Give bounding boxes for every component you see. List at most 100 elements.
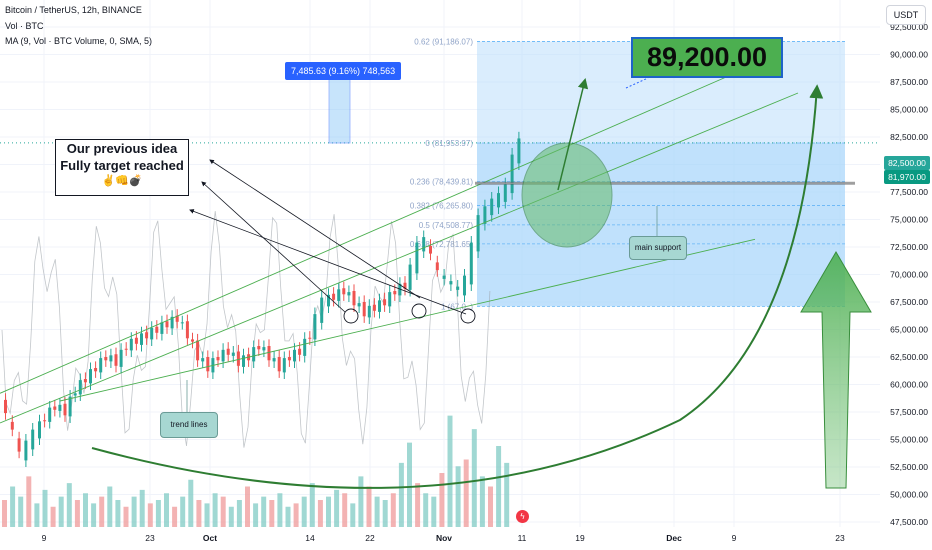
volume-bar: [10, 486, 16, 527]
flash-icon[interactable]: ϟ: [516, 510, 529, 523]
projection-curve: [91, 84, 824, 489]
volume-bar: [253, 503, 259, 527]
volume-bar: [115, 500, 121, 527]
candle-body: [403, 282, 407, 289]
ma-indicator-label[interactable]: MA (9, Vol · BTC Volume, 0, SMA, 5): [5, 36, 153, 46]
candle-body: [517, 138, 521, 164]
volume-bar: [455, 466, 461, 527]
volume-bar: [358, 476, 364, 527]
volume-bar: [26, 476, 32, 527]
trendline-3: [59, 238, 756, 402]
idea-arrow-2: [201, 181, 346, 313]
candle-body: [490, 198, 494, 216]
volume-bar: [245, 486, 250, 527]
volume-bar: [463, 459, 469, 527]
candle-body: [134, 337, 138, 344]
volume-bar: [188, 479, 194, 527]
volume-bar: [220, 496, 226, 527]
candle-body: [53, 406, 57, 410]
currency-button[interactable]: USDT: [886, 5, 926, 25]
price-tick-label-12: 62,500.00: [890, 352, 928, 362]
time-tick-label-8: Dec: [666, 533, 682, 543]
candle-body: [160, 322, 164, 334]
fib-level-label-6: 1 (67,0..): [441, 302, 473, 311]
volume-bar: [277, 493, 283, 527]
volume-bar: [390, 493, 396, 527]
fib-level-label-1: 0 (81,953.97): [425, 139, 473, 148]
candle-body: [89, 369, 92, 384]
candlestick-series: [4, 131, 521, 467]
measure-label[interactable]: 7,485.63 (9.16%) 748,563: [285, 62, 402, 80]
volume-bar: [269, 500, 275, 527]
candle-body: [43, 420, 47, 422]
candle-body: [185, 321, 189, 339]
volume-bar: [74, 500, 80, 527]
trend-lines-callout[interactable]: trend lines: [160, 412, 218, 438]
price-axis-bg: [880, 0, 932, 550]
candle-body: [463, 275, 466, 296]
volume-bar: [42, 489, 48, 527]
candle-body: [73, 393, 77, 396]
idea-line-2: Fully target reached: [60, 158, 184, 173]
time-tick-label-0: 9: [42, 533, 47, 543]
volume-bars: [2, 415, 510, 527]
candle-body: [342, 288, 346, 295]
candle-body: [170, 316, 174, 329]
candle-body: [388, 292, 392, 307]
volume-bar: [212, 493, 218, 527]
volume-bar: [447, 415, 453, 527]
volume-bar: [439, 473, 445, 527]
volume-bar: [479, 476, 485, 527]
candle-body: [308, 337, 312, 339]
volume-bar: [423, 493, 429, 527]
candle-body: [320, 297, 324, 323]
volume-bar: [172, 506, 178, 527]
fib-level-label-5: 0.618 (72,781.65): [410, 240, 473, 249]
volume-bar: [83, 493, 88, 527]
candle-body: [17, 438, 21, 452]
candle-body: [476, 215, 480, 252]
candle-body: [129, 338, 133, 351]
candle-body: [337, 289, 341, 301]
candle-body: [456, 286, 460, 290]
candle-body: [124, 348, 128, 350]
main-support-callout[interactable]: main support: [629, 236, 687, 260]
time-tick-label-3: 14: [305, 533, 315, 543]
target-circle: [521, 142, 613, 248]
candle-body: [422, 237, 426, 252]
candle-body: [398, 283, 402, 296]
candle-body: [332, 293, 336, 300]
previous-idea-note[interactable]: Our previous idea Fully target reached ✌…: [55, 139, 189, 196]
volume-ma-line: [1, 211, 491, 448]
volume-bar: [398, 462, 404, 527]
candle-body: [140, 333, 143, 345]
candle-body: [372, 304, 376, 311]
candle-body: [175, 315, 179, 322]
candle-body: [165, 321, 169, 328]
time-tick-label-10: 23: [835, 533, 845, 543]
volume-indicator-label[interactable]: Vol · BTC: [5, 21, 44, 31]
volume-bar: [66, 483, 72, 527]
candle-body: [31, 429, 35, 450]
symbol-title: Bitcoin / TetherUS, 12h, BINANCE: [5, 5, 142, 15]
candle-body: [114, 354, 118, 366]
price-tick-label-18: 47,500.00: [890, 517, 928, 527]
candle-body: [58, 404, 62, 411]
target-price-label[interactable]: 89,200.00: [631, 37, 783, 78]
volume-ma-polyline: [1, 211, 491, 448]
idea-arrow-1: [209, 159, 421, 299]
volume-bar: [326, 496, 331, 527]
candle-body: [327, 294, 330, 307]
candle-body: [38, 421, 41, 439]
candle-body: [383, 299, 387, 306]
candle-body: [429, 245, 432, 254]
price-tick-label-16: 52,500.00: [890, 462, 928, 472]
volume-bar: [58, 496, 64, 527]
candle-body: [221, 349, 225, 362]
candle-body: [252, 347, 256, 362]
volume-bar: [366, 486, 372, 527]
volume-bar: [285, 506, 291, 527]
fib-level-label-3: 0.382 (76,265.80): [410, 202, 473, 211]
price-tick-label-1: 90,000.00: [890, 50, 928, 60]
